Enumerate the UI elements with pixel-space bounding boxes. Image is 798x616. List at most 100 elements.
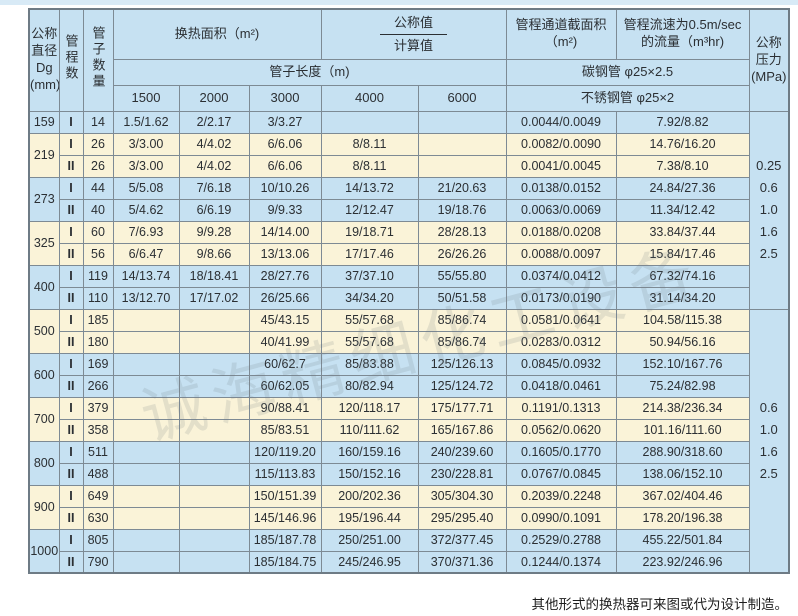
cell-flow-rate: 7.92/8.82 <box>615 110 750 134</box>
cell-area-4000: 17/17.46 <box>320 242 419 266</box>
cell-diameter: 400 <box>28 264 60 310</box>
cell-area-1500 <box>112 418 180 442</box>
cell-area-2000 <box>178 352 250 376</box>
cell-diameter: 600 <box>28 352 60 398</box>
cell-area-1500 <box>112 462 180 486</box>
table-row: 159 I 14 1.5/1.62 2/2.17 3/3.27 0.0044/0.0049 7… <box>28 110 790 310</box>
cell-area-4000: 34/34.20 <box>320 286 419 310</box>
cell-area-1500 <box>112 374 180 398</box>
cell-area-6000: 305/304.30 <box>417 484 507 508</box>
cell-area-6000: 240/239.60 <box>417 440 507 464</box>
cell-section-area: 0.0044/0.0049 <box>505 110 617 134</box>
cell-flow-rate: 24.84/27.36 <box>615 176 750 200</box>
cell-area-1500: 6/6.47 <box>112 242 180 266</box>
col-header-diameter: 公称 直径 Dg (mm) <box>28 8 60 112</box>
cell-tube-count: 805 <box>82 528 114 552</box>
cell-area-6000 <box>417 132 507 156</box>
cell-area-6000: 21/20.63 <box>417 176 507 200</box>
cell-area-1500 <box>112 352 180 376</box>
cell-pass-count: I <box>58 484 84 508</box>
cell-tube-count: 40 <box>82 198 114 222</box>
cell-section-area: 0.2039/0.2248 <box>505 484 617 508</box>
table-row: 325 I 60 7/6.93 9/9.28 14/14.00 19/18.71 28/28.… <box>28 220 789 266</box>
cell-area-3000: 3/3.27 <box>248 110 322 134</box>
table-body: 159 I 14 1.5/1.62 2/2.17 3/3.27 0.0044/0.0049 7… <box>28 110 790 574</box>
cell-area-2000: 18/18.41 <box>178 264 250 288</box>
cell-area-2000: 6/6.19 <box>178 198 250 222</box>
cell-area-1500 <box>112 506 180 530</box>
cell-pass-count: I <box>58 220 84 244</box>
cell-area-3000: 40/41.99 <box>248 330 322 354</box>
cell-section-area: 0.0188/0.0208 <box>505 220 617 244</box>
table-row: II 56 6/6.47 9/8.66 13/13.06 17/17.46 26/26.26… <box>29 242 789 266</box>
cell-pass-count: II <box>58 462 84 486</box>
table-row: II 790 185/184.75 245/246.95 370/371.36 0.124… <box>29 550 789 574</box>
cell-area-1500: 7/6.93 <box>112 220 180 244</box>
cell-pass-count: II <box>58 506 84 530</box>
cell-area-3000: 10/10.26 <box>248 176 322 200</box>
cell-section-area: 0.0063/0.0069 <box>505 198 617 222</box>
col-header-carbon-steel: 碳钢管 φ25×2.5 <box>505 58 750 86</box>
cell-area-3000: 115/113.83 <box>248 462 322 486</box>
cell-section-area: 0.0283/0.0312 <box>505 330 617 354</box>
cell-flow-rate: 178.20/196.38 <box>615 506 750 530</box>
cell-area-4000: 12/12.47 <box>320 198 419 222</box>
pressure-value: 1.0 <box>759 202 778 217</box>
cell-pass-count: I <box>58 132 84 156</box>
table-row: 400 I 119 14/13.74 18/18.41 28/27.76 37/37.10 5… <box>28 264 789 310</box>
table-row: 273 I 44 5/5.08 7/6.18 10/10.26 14/13.72 21/20.… <box>28 176 789 222</box>
cell-flow-rate: 138.06/152.10 <box>615 462 750 486</box>
cell-area-2000: 4/4.02 <box>178 154 250 178</box>
cell-tube-count: 185 <box>82 308 114 332</box>
cell-tube-count: 180 <box>82 330 114 354</box>
cell-area-6000: 372/377.45 <box>417 528 507 552</box>
cell-area-2000: 4/4.02 <box>178 132 250 156</box>
cell-flow-rate: 67.32/74.16 <box>615 264 750 288</box>
cell-pass-count: II <box>58 374 84 398</box>
table-row: II 358 85/83.51 110/111.62 165/167.86 0.0562/… <box>29 418 789 442</box>
cell-area-1500 <box>112 484 180 508</box>
cell-area-3000: 9/9.33 <box>248 198 322 222</box>
col-header-length-6000: 6000 <box>417 84 507 112</box>
cell-area-4000 <box>320 110 419 134</box>
cell-flow-rate: 75.24/82.98 <box>615 374 750 398</box>
cell-area-3000: 145/146.96 <box>248 506 322 530</box>
col-header-length-4000: 4000 <box>320 84 419 112</box>
cell-pass-count: I <box>58 528 84 552</box>
cell-area-1500: 14/13.74 <box>112 264 180 288</box>
cell-pressure: 0.25 0.6 1.0 1.6 2.5 <box>748 110 790 310</box>
col-header-stainless-steel: 不锈钢管 φ25×2 <box>505 84 750 112</box>
cell-flow-rate: 7.38/8.10 <box>615 154 750 178</box>
cell-tube-count: 60 <box>82 220 114 244</box>
table-row: 700 I 379 90/88.41 120/118.17 175/177.71 0.119… <box>28 396 789 442</box>
nominal-value-label: 公称值 <box>380 15 448 35</box>
cell-area-4000: 55/57.68 <box>320 308 419 332</box>
cell-area-1500: 3/3.00 <box>112 132 180 156</box>
cell-section-area: 0.1244/0.1374 <box>505 550 617 574</box>
diameter-label: 公称 直径 Dg (mm) <box>30 26 59 93</box>
cell-area-2000 <box>178 528 250 552</box>
cell-pass-count: II <box>58 198 84 222</box>
cell-area-2000 <box>178 462 250 486</box>
cell-area-1500: 5/4.62 <box>112 198 180 222</box>
cell-section-area: 0.0082/0.0090 <box>505 132 617 156</box>
cell-flow-rate: 288.90/318.60 <box>615 440 750 464</box>
cell-area-2000: 2/2.17 <box>178 110 250 134</box>
table-row: II 40 5/4.62 6/6.19 9/9.33 12/12.47 19/18.76 0.… <box>29 198 789 222</box>
cell-diameter: 1000 <box>28 528 60 574</box>
header-row-bottom: 1500 2000 3000 4000 6000 不锈钢管 φ25×2 <box>29 84 789 112</box>
cell-area-4000: 80/82.94 <box>320 374 419 398</box>
cell-area-1500: 13/12.70 <box>112 286 180 310</box>
cell-section-area: 0.0581/0.0641 <box>505 308 617 332</box>
footnote-text: 其他形式的换热器可来图或代为设计制造。 <box>531 597 789 612</box>
cell-tube-count: 649 <box>82 484 114 508</box>
col-header-length-1500: 1500 <box>112 84 180 112</box>
cell-area-2000: 7/6.18 <box>178 176 250 200</box>
cell-area-6000: 85/86.74 <box>417 330 507 354</box>
cell-area-2000 <box>178 506 250 530</box>
cell-flow-rate: 223.92/246.96 <box>615 550 750 574</box>
cell-area-4000: 14/13.72 <box>320 176 419 200</box>
cell-tube-count: 790 <box>82 550 114 574</box>
cell-section-area: 0.0767/0.0845 <box>505 462 617 486</box>
pressure-label: 公称 压力 (MPa) <box>751 34 787 84</box>
